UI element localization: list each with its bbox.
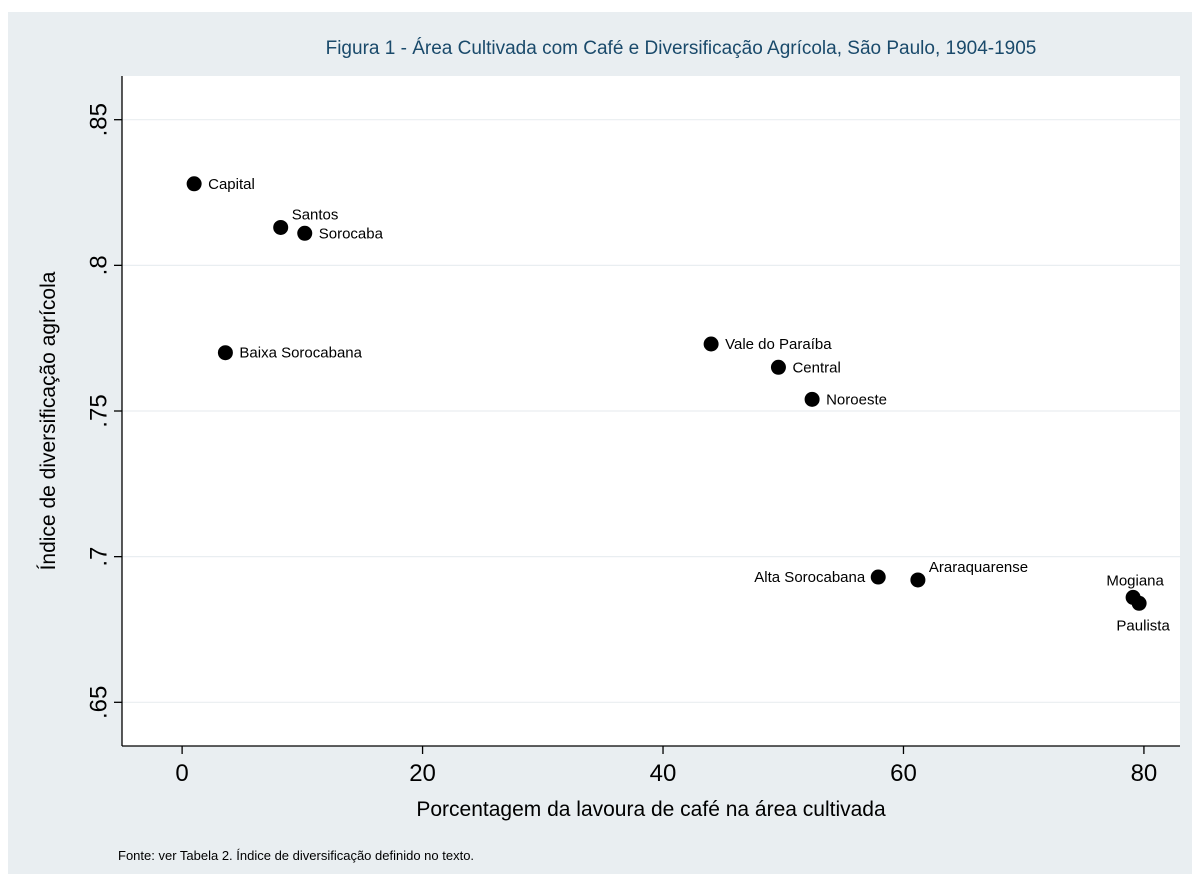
point-label: Araraquarense: [929, 559, 1028, 576]
point-label: Sorocaba: [319, 225, 384, 242]
y-tick-label: .85: [85, 103, 112, 136]
data-point: [186, 176, 202, 192]
y-tick-label: .65: [85, 686, 112, 719]
x-axis-title: Porcentagem da lavoura de café na área c…: [416, 798, 886, 821]
point-label: Baixa Sorocabana: [239, 345, 362, 362]
y-tick-label: .75: [85, 394, 112, 427]
scatter-chart: .65 .7 .75 .8 .85 0 20 40 60 80 Capital Santos Soro…: [37, 38, 1180, 863]
y-axis-title: Índice de diversificação agrícola: [37, 271, 60, 570]
point-label: Santos: [292, 206, 339, 223]
chart-title: Figura 1 - Área Cultivada com Café e Div…: [326, 38, 1037, 59]
data-point: [804, 391, 820, 407]
axes: .65 .7 .75 .8 .85 0 20 40 60 80: [85, 76, 1180, 787]
chart-figure: .65 .7 .75 .8 .85 0 20 40 60 80 Capital Santos Soro…: [8, 12, 1192, 874]
point-label: Noroeste: [826, 391, 887, 408]
x-tick-label: 20: [409, 760, 436, 787]
source-note: Fonte: ver Tabela 2. Índice de diversifi…: [118, 848, 474, 863]
point-label: Central: [792, 359, 840, 376]
data-point: [297, 225, 313, 241]
data-point: [273, 219, 289, 235]
point-label: Vale do Paraíba: [725, 336, 832, 353]
y-tick-label: .8: [85, 255, 112, 275]
gridlines: [122, 119, 1180, 703]
data-points: Capital Santos Sorocaba Baixa Sorocabana Val…: [186, 176, 1170, 634]
x-tick-label: 80: [1131, 760, 1158, 787]
point-label: Alta Sorocabana: [754, 569, 866, 586]
data-point: [703, 336, 719, 352]
x-tick-label: 0: [175, 760, 188, 787]
data-point: [217, 345, 233, 361]
data-point: [910, 572, 926, 588]
data-point: [770, 359, 786, 375]
point-label: Mogiana: [1106, 572, 1164, 589]
x-tick-label: 60: [890, 760, 917, 787]
data-point: [870, 569, 886, 585]
point-label: Paulista: [1116, 617, 1170, 634]
x-tick-label: 40: [650, 760, 677, 787]
data-point: [1131, 595, 1147, 611]
y-tick-label: .7: [85, 547, 112, 567]
point-label: Capital: [208, 176, 255, 193]
